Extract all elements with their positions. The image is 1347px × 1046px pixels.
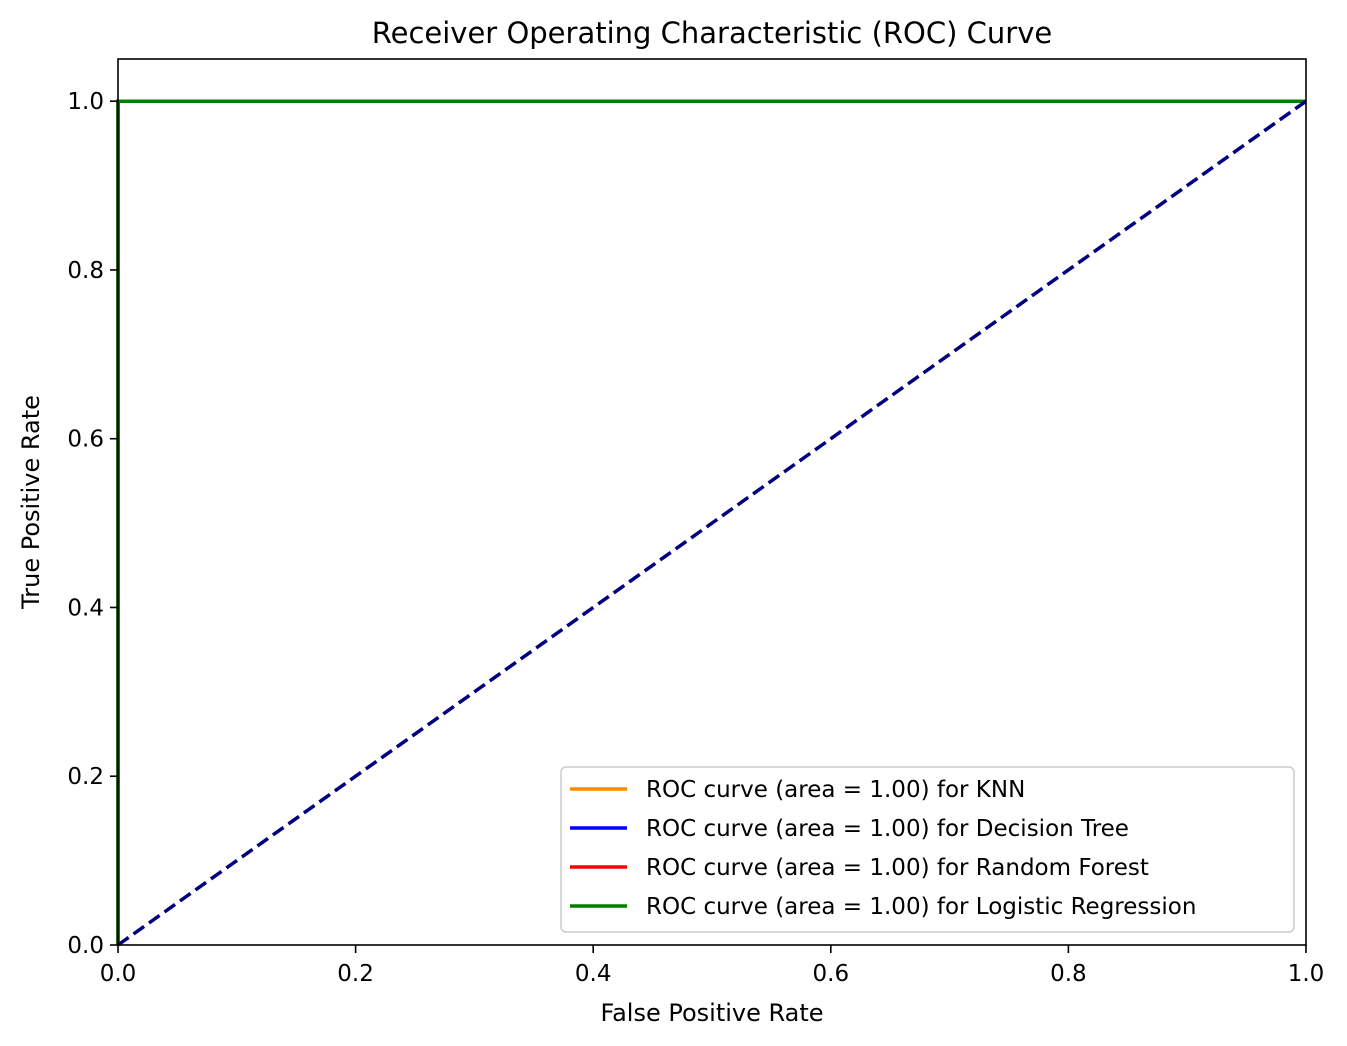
x-tick-label: 1.0 <box>1288 961 1325 987</box>
x-tick-label: 0.8 <box>1050 961 1087 987</box>
y-tick-label: 1.0 <box>67 89 104 115</box>
y-tick-label: 0.8 <box>67 258 104 284</box>
x-tick-label: 0.0 <box>100 961 137 987</box>
legend-label-0: ROC curve (area = 1.00) for KNN <box>646 777 1025 803</box>
y-tick-label: 0.0 <box>67 933 104 959</box>
y-tick-label: 0.4 <box>67 595 104 621</box>
x-tick-label: 0.2 <box>337 961 374 987</box>
y-axis-ticks: 0.0 0.2 0.4 0.6 0.8 1.0 <box>67 89 118 959</box>
legend-label-3: ROC curve (area = 1.00) for Logistic Reg… <box>646 894 1196 920</box>
x-tick-label: 0.4 <box>575 961 612 987</box>
y-axis-label: True Positive Rate <box>17 395 45 610</box>
y-tick-label: 0.2 <box>67 764 104 790</box>
reference-diagonal-line <box>116 99 1308 947</box>
legend: ROC curve (area = 1.00) for KNN ROC curve… <box>560 766 1295 933</box>
chart-title: Receiver Operating Characteristic (ROC) … <box>372 16 1052 50</box>
y-tick-label: 0.6 <box>67 427 104 453</box>
x-tick-label: 0.6 <box>813 961 850 987</box>
x-axis-label: False Positive Rate <box>600 999 823 1027</box>
legend-label-1: ROC curve (area = 1.00) for Decision Tre… <box>646 816 1129 842</box>
plot-frame <box>117 58 1307 946</box>
legend-box <box>560 766 1295 933</box>
x-axis-ticks: 0.0 0.2 0.4 0.6 0.8 1.0 <box>100 945 1325 987</box>
legend-label-2: ROC curve (area = 1.00) for Random Fores… <box>646 855 1149 881</box>
